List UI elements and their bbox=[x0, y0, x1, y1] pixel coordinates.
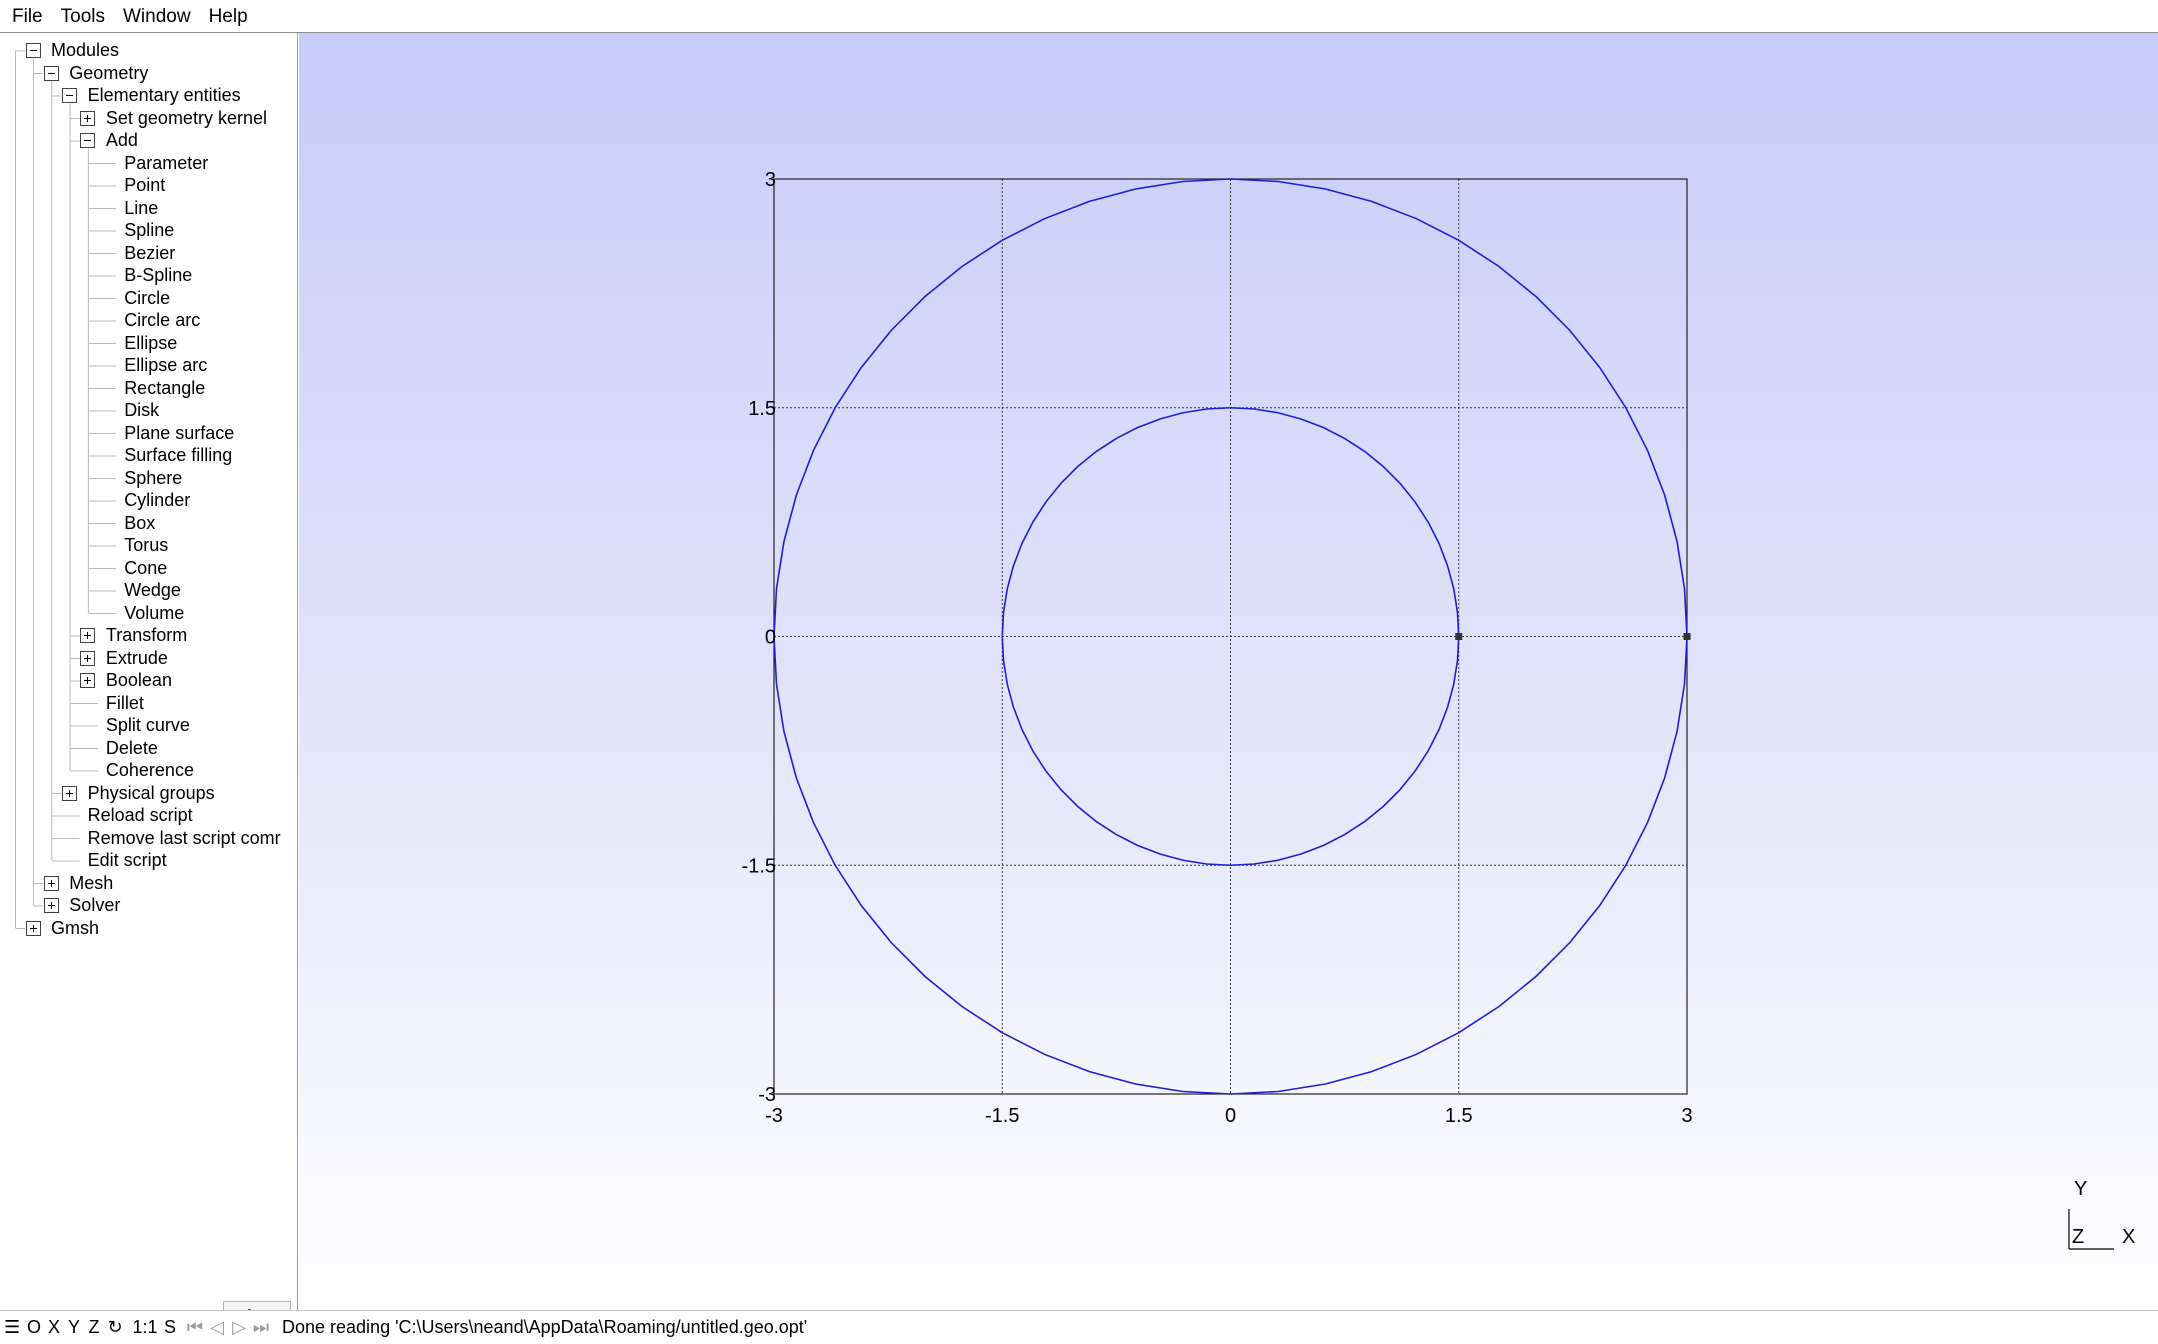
status-message: Done reading 'C:\Users\neand\AppData\Roa… bbox=[282, 1317, 808, 1337]
tree-item-split-curve[interactable]: Split curve bbox=[105, 715, 190, 735]
view-z-button[interactable]: Z bbox=[88, 1317, 100, 1337]
tree-item-circle-arc[interactable]: Circle arc bbox=[124, 310, 201, 330]
tree-item-fillet[interactable]: Fillet bbox=[105, 692, 144, 713]
tree-item-coherence[interactable]: Coherence bbox=[105, 760, 194, 780]
tree-item-surface-filling[interactable]: Surface filling bbox=[124, 445, 233, 465]
x-tick-label: 1.5 bbox=[1445, 1105, 1473, 1127]
view-y-button[interactable]: Y bbox=[67, 1317, 80, 1337]
first-step-icon[interactable]: ⏮ bbox=[186, 1317, 204, 1337]
tree-item-ellipse[interactable]: Ellipse bbox=[124, 332, 178, 353]
collapse-icon[interactable] bbox=[25, 43, 41, 58]
x-tick-label: 0 bbox=[1225, 1105, 1236, 1127]
y-tick-label: 0 bbox=[765, 627, 776, 649]
collapse-icon[interactable] bbox=[62, 88, 78, 103]
triad-x-label: X bbox=[2122, 1226, 2135, 1248]
tree-item-edit-script[interactable]: Edit script bbox=[87, 850, 167, 870]
graphics-viewport[interactable]: -3 -1.5 0 1.5 3 3 1.5 0 -1.5 -3 Y Z X bbox=[299, 33, 2158, 1310]
expand-icon[interactable] bbox=[80, 650, 96, 666]
y-tick-label: -1.5 bbox=[742, 855, 776, 877]
tree-item-cone[interactable]: Cone bbox=[124, 557, 168, 578]
expand-icon[interactable] bbox=[43, 898, 59, 913]
circle-curve-2 bbox=[1001, 406, 1460, 867]
menu-lines-icon[interactable]: ☰ bbox=[4, 1317, 21, 1337]
circle-curve-1 bbox=[773, 178, 1688, 1095]
gear-icon: ⚙ bbox=[238, 1306, 261, 1310]
menu-window[interactable]: Window bbox=[122, 5, 191, 27]
tree-item-ellipse-arc[interactable]: Ellipse arc bbox=[124, 355, 208, 375]
tree-item-physical-groups[interactable]: Physical groups bbox=[87, 782, 215, 803]
expand-icon[interactable] bbox=[25, 920, 41, 936]
tree-item-line[interactable]: Line bbox=[124, 197, 159, 218]
tree-item-volume[interactable]: Volume bbox=[124, 602, 185, 623]
collapse-icon[interactable] bbox=[80, 133, 96, 148]
previous-step-icon[interactable]: ◁ bbox=[210, 1317, 224, 1337]
tree-item-circle[interactable]: Circle bbox=[124, 287, 171, 308]
menu-bar: File Tools Window Help bbox=[0, 0, 2158, 33]
menu-help[interactable]: Help bbox=[208, 5, 248, 27]
tree-item-sphere[interactable]: Sphere bbox=[124, 467, 183, 488]
expand-icon[interactable] bbox=[62, 785, 78, 801]
view-x-button[interactable]: X bbox=[47, 1317, 60, 1337]
rotate-icon[interactable]: ↻ bbox=[107, 1317, 123, 1337]
tree-item-point[interactable]: Point bbox=[124, 175, 166, 195]
tree-item-remove-last-script-comr[interactable]: Remove last script comr bbox=[87, 827, 281, 848]
tree-item-elementary-entities[interactable]: Elementary entities bbox=[87, 85, 241, 105]
tree-item-cylinder[interactable]: Cylinder bbox=[124, 490, 191, 510]
tree-item-box[interactable]: Box bbox=[124, 512, 156, 533]
tree-item-modules[interactable]: Modules bbox=[51, 40, 120, 60]
x-tick-label: 3 bbox=[1681, 1105, 1692, 1127]
view-origin-button[interactable]: O bbox=[26, 1317, 41, 1337]
y-tick-label: 1.5 bbox=[748, 398, 776, 420]
tree-item-transform[interactable]: Transform bbox=[105, 625, 188, 645]
triad-y-label: Y bbox=[2074, 1178, 2087, 1200]
collapse-icon[interactable] bbox=[43, 65, 59, 81]
x-tick-label: -3 bbox=[765, 1105, 783, 1127]
plot-canvas[interactable]: -3 -1.5 0 1.5 3 3 1.5 0 -1.5 -3 Y Z X bbox=[299, 33, 2158, 1310]
tree-item-bezier[interactable]: Bezier bbox=[124, 242, 176, 263]
scale-one-button[interactable]: 1:1 bbox=[132, 1317, 158, 1337]
status-bar: ☰ O X Y Z ↻ 1:1 S ⏮ ◁ ▷ ⏭ Done reading '… bbox=[0, 1310, 2158, 1343]
tree-item-rectangle[interactable]: Rectangle bbox=[124, 377, 206, 398]
triad-z-label: Z bbox=[2072, 1226, 2084, 1248]
play-icon[interactable]: ▷ bbox=[232, 1317, 246, 1337]
tree-item-parameter[interactable]: Parameter bbox=[124, 152, 209, 173]
snapshot-button[interactable]: S bbox=[163, 1317, 176, 1337]
tree-connector-lines bbox=[15, 50, 117, 929]
settings-button[interactable]: ⚙ ▽ bbox=[223, 1301, 291, 1310]
tree-item-wedge[interactable]: Wedge bbox=[124, 580, 181, 600]
tree-item-torus[interactable]: Torus bbox=[124, 535, 169, 555]
menu-file[interactable]: File bbox=[12, 5, 43, 27]
tree-item-geometry[interactable]: Geometry bbox=[69, 62, 149, 83]
expand-icon[interactable] bbox=[80, 673, 96, 688]
tree-item-add[interactable]: Add bbox=[105, 130, 138, 150]
tree-item-b-spline[interactable]: B-Spline bbox=[124, 265, 193, 285]
x-tick-label: -1.5 bbox=[985, 1105, 1019, 1127]
tree-item-solver[interactable]: Solver bbox=[69, 895, 121, 915]
module-tree-panel: Modules Geometry Elementary entities Set ge… bbox=[0, 33, 298, 1310]
tree-item-set-geometry-kernel[interactable]: Set geometry kernel bbox=[105, 107, 267, 128]
expand-icon[interactable] bbox=[80, 110, 96, 126]
menu-tools[interactable]: Tools bbox=[60, 5, 105, 27]
tree-item-disk[interactable]: Disk bbox=[124, 400, 160, 420]
tree-item-delete[interactable]: Delete bbox=[105, 737, 158, 758]
y-tick-label: -3 bbox=[758, 1084, 776, 1106]
tree-item-mesh[interactable]: Mesh bbox=[69, 872, 114, 893]
tree-item-extrude[interactable]: Extrude bbox=[105, 647, 168, 668]
tree-item-gmsh[interactable]: Gmsh bbox=[51, 917, 100, 938]
expand-icon[interactable] bbox=[43, 875, 59, 891]
tree-item-reload-script[interactable]: Reload script bbox=[87, 805, 193, 825]
tree-item-plane-surface[interactable]: Plane surface bbox=[124, 422, 235, 443]
tree-item-spline[interactable]: Spline bbox=[124, 220, 175, 240]
geometry-point-2 bbox=[1683, 633, 1691, 640]
expand-icon[interactable] bbox=[80, 628, 96, 643]
geometry-point-1 bbox=[1455, 633, 1463, 640]
next-step-icon[interactable]: ⏭ bbox=[252, 1317, 270, 1337]
y-tick-label: 3 bbox=[765, 169, 776, 191]
tree-item-boolean[interactable]: Boolean bbox=[105, 670, 172, 690]
